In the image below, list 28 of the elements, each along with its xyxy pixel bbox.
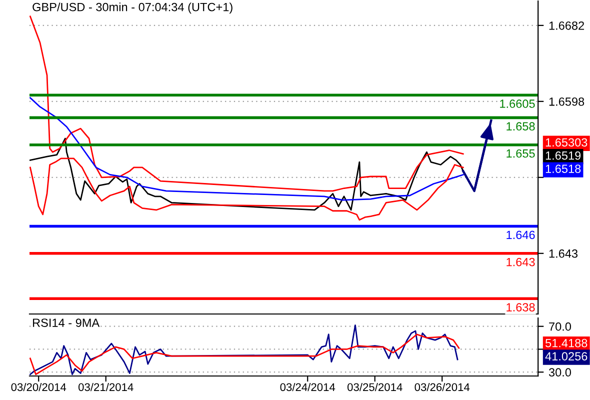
line-series <box>30 16 464 192</box>
ref-line-label: 1.655 <box>506 149 535 158</box>
y-tick-label: 1.6682 <box>549 21 584 30</box>
line-series <box>30 334 460 376</box>
y-tick-label: 1.6598 <box>549 97 584 106</box>
ref-line-label: 1.658 <box>506 122 535 131</box>
x-tick-label: 03/25/2014 <box>347 382 402 392</box>
y-tick-label: 1.643 <box>549 249 578 258</box>
text: 1.6519 <box>546 151 581 160</box>
y-tick-label: 30.0 <box>548 368 572 377</box>
ref-line-label: 1.6605 <box>500 100 535 108</box>
x-tick-label: 03/24/2014 <box>280 382 336 392</box>
x-tick-label: 03/20/2014 <box>11 382 66 392</box>
x-tick-label: 03/26/2014 <box>414 382 470 392</box>
line-series <box>30 158 464 221</box>
ref-line-label: 1.646 <box>506 230 535 240</box>
line-series <box>30 97 464 201</box>
text: 1.6518 <box>546 164 581 173</box>
y-tick-label: 70.0 <box>549 322 572 331</box>
chart-title: RSI14 - 9MA <box>33 318 100 327</box>
ref-line-label: 1.638 <box>506 303 535 312</box>
text: 51.4188 <box>545 338 588 348</box>
ref-line-label: 1.643 <box>506 258 535 266</box>
chart-title: GBP/USD - 30min - 07:04:34 (UTC+1) <box>32 2 232 14</box>
text: 41.0256 <box>545 352 588 360</box>
x-tick-label: 03/21/2014 <box>78 382 134 392</box>
text: 1.65303 <box>546 138 588 147</box>
line-series <box>30 138 464 211</box>
